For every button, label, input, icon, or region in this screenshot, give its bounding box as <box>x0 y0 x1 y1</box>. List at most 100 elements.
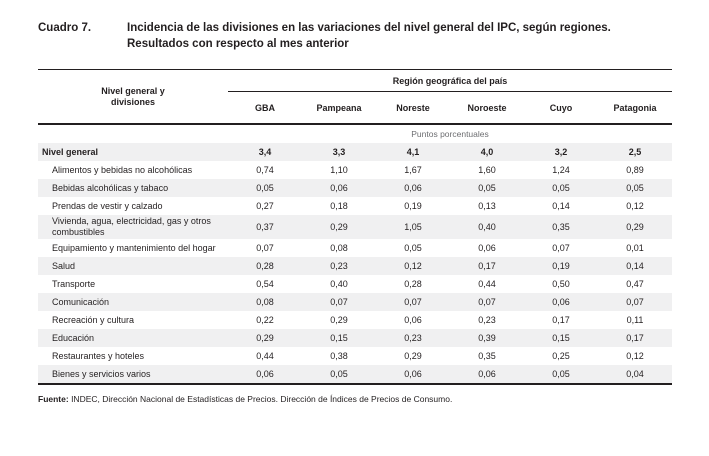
cell-value: 0,17 <box>552 314 570 325</box>
cell-value: 0,29 <box>330 221 348 232</box>
cell-value: 3,2 <box>554 146 568 157</box>
cell-value: 0,89 <box>626 164 644 175</box>
cell-value: 0,06 <box>404 182 422 193</box>
cell-value: 0,15 <box>330 332 348 343</box>
cell-value: 4,0 <box>480 146 494 157</box>
column-header-patagonia: Patagonia <box>613 103 657 113</box>
table-caption: Cuadro 7. Incidencia de las divisiones e… <box>0 0 709 52</box>
column-header-pampeana: Pampeana <box>316 103 362 113</box>
cell-value: 2,5 <box>628 146 642 157</box>
row-label: Salud <box>52 260 76 271</box>
cell-value: 0,12 <box>626 200 644 211</box>
row-label: Bienes y servicios varios <box>52 368 151 379</box>
cell-value: 0,04 <box>626 368 644 379</box>
cell-value: 0,18 <box>330 200 348 211</box>
column-header-noreste: Noreste <box>396 103 430 113</box>
cell-value: 0,23 <box>404 332 422 343</box>
stub-header-label: Nivel general y divisiones <box>101 85 165 107</box>
table-number: Cuadro 7. <box>38 22 92 34</box>
cell-value: 0,06 <box>478 242 496 253</box>
table-row-total: Nivel general 3,4 3,3 4,1 4,0 3,2 2,5 <box>38 143 672 161</box>
table-row: Bebidas alcohólicas y tabaco 0,05 0,06 0… <box>38 179 672 197</box>
cell-value: 0,35 <box>552 221 570 232</box>
cell-value: 0,05 <box>404 242 422 253</box>
row-label: Alimentos y bebidas no alcohólicas <box>52 164 193 175</box>
cell-value: 0,07 <box>404 296 422 307</box>
row-label: Educación <box>52 332 95 343</box>
cell-value: 0,47 <box>626 278 644 289</box>
source-label: Fuente: <box>38 394 69 404</box>
cell-value: 0,13 <box>478 200 496 211</box>
cell-value: 0,05 <box>330 368 348 379</box>
cell-value: 0,07 <box>256 242 274 253</box>
cell-value: 0,05 <box>626 182 644 193</box>
cell-value: 3,4 <box>258 146 272 157</box>
table-row: Bienes y servicios varios 0,06 0,05 0,06… <box>38 365 672 383</box>
cell-value: 0,05 <box>552 368 570 379</box>
stub-header: Nivel general y divisiones <box>38 70 228 123</box>
cell-value: 0,35 <box>478 350 496 361</box>
cell-value: 1,60 <box>478 164 496 175</box>
table-title-line2: Resultados con respecto al mes anterior <box>127 38 349 50</box>
cell-value: 0,07 <box>330 296 348 307</box>
row-label: Restaurantes y hoteles <box>52 350 145 361</box>
cell-value: 0,23 <box>330 260 348 271</box>
cell-value: 0,39 <box>478 332 496 343</box>
column-header-noroeste: Noroeste <box>467 103 507 113</box>
row-label: Bebidas alcohólicas y tabaco <box>52 182 169 193</box>
cell-value: 0,12 <box>404 260 422 271</box>
cell-value: 0,37 <box>256 221 274 232</box>
cell-value: 0,05 <box>256 182 274 193</box>
cell-value: 0,29 <box>404 350 422 361</box>
cell-value: 0,23 <box>478 314 496 325</box>
cell-value: 0,19 <box>404 200 422 211</box>
cell-value: 0,07 <box>552 242 570 253</box>
cell-value: 0,29 <box>256 332 274 343</box>
cell-value: 0,22 <box>256 314 274 325</box>
cell-value: 0,19 <box>552 260 570 271</box>
region-group-label: Región geográfica del país <box>228 70 672 92</box>
column-header-cuyo: Cuyo <box>549 103 573 113</box>
cell-value: 0,44 <box>256 350 274 361</box>
row-label: Vivienda, agua, electricidad, gas y otro… <box>52 216 211 237</box>
cell-value: 0,08 <box>330 242 348 253</box>
division-rows: Alimentos y bebidas no alcohólicas 0,74 … <box>38 161 672 383</box>
units-label: Puntos porcentuales <box>411 129 489 139</box>
table-row: Educación 0,29 0,15 0,23 0,39 0,15 0,17 <box>38 329 672 347</box>
cell-value: 0,28 <box>404 278 422 289</box>
cell-value: 0,06 <box>404 368 422 379</box>
cell-value: 0,12 <box>626 350 644 361</box>
cell-value: 3,3 <box>332 146 346 157</box>
table-row: Salud 0,28 0,23 0,12 0,17 0,19 0,14 <box>38 257 672 275</box>
cell-value: 0,29 <box>626 221 644 232</box>
cell-value: 0,07 <box>626 296 644 307</box>
cell-value: 0,17 <box>626 332 644 343</box>
units-row: Puntos porcentuales <box>38 125 672 143</box>
cell-value: 0,01 <box>626 242 644 253</box>
table-row: Vivienda, agua, electricidad, gas y otro… <box>38 215 672 239</box>
column-headers: GBA Pampeana Noreste Noroeste Cuyo Patag… <box>228 92 672 123</box>
row-label: Transporte <box>52 278 96 289</box>
cell-value: 0,74 <box>256 164 274 175</box>
cell-value: 0,07 <box>478 296 496 307</box>
table-header: Nivel general y divisiones Región geográ… <box>38 69 672 125</box>
cell-value: 0,06 <box>404 314 422 325</box>
cell-value: 4,1 <box>406 146 420 157</box>
row-label: Recreación y cultura <box>52 314 135 325</box>
cell-value: 0,44 <box>478 278 496 289</box>
cell-value: 0,05 <box>478 182 496 193</box>
row-label: Comunicación <box>52 296 110 307</box>
cell-value: 0,06 <box>330 182 348 193</box>
cell-value: 0,50 <box>552 278 570 289</box>
cell-value: 1,10 <box>330 164 348 175</box>
column-header-gba: GBA <box>255 103 275 113</box>
table-title: Incidencia de las divisiones en las vari… <box>127 20 611 52</box>
cell-value: 1,67 <box>404 164 422 175</box>
cell-value: 0,08 <box>256 296 274 307</box>
cell-value: 0,54 <box>256 278 274 289</box>
table-row: Equipamiento y mantenimiento del hogar 0… <box>38 239 672 257</box>
cell-value: 0,25 <box>552 350 570 361</box>
table-row: Comunicación 0,08 0,07 0,07 0,07 0,06 0,… <box>38 293 672 311</box>
cell-value: 1,05 <box>404 221 422 232</box>
